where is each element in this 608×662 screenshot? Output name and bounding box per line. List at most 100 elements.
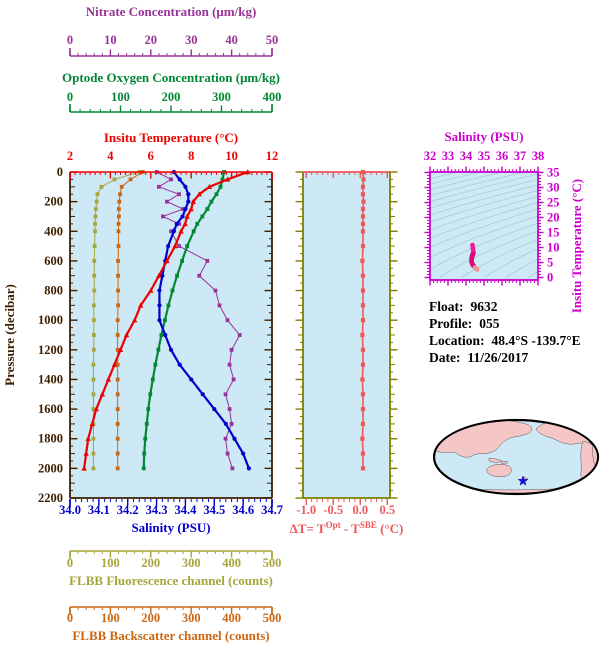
svg-text:Insitu Temperature (°C): Insitu Temperature (°C): [569, 179, 584, 313]
svg-text:1000: 1000: [38, 313, 63, 327]
svg-text:0.5: 0.5: [379, 503, 395, 517]
svg-text:1800: 1800: [38, 432, 63, 446]
fluorescence-series: [91, 170, 142, 471]
svg-text:Salinity (PSU): Salinity (PSU): [444, 129, 523, 144]
svg-text:30: 30: [547, 181, 560, 195]
svg-text:500: 500: [263, 611, 282, 625]
svg-text:Optode Oxygen Concentration (μ: Optode Oxygen Concentration (μm/kg): [62, 70, 280, 85]
svg-text:600: 600: [44, 254, 63, 268]
backscatter-axis: 0 100 200 300 400 500 FLBB Backscatter channel…: [67, 606, 282, 643]
svg-text:300: 300: [212, 90, 231, 104]
svg-text:34: 34: [460, 149, 473, 163]
fluorescence-axis: 0 100 200 300 400 500 FLBB Fluorescence channe…: [67, 550, 282, 588]
svg-text:50: 50: [266, 33, 279, 47]
svg-text:33: 33: [442, 149, 455, 163]
svg-text:20: 20: [547, 211, 560, 225]
svg-text:FLBB Fluorescence channel (cou: FLBB Fluorescence channel (counts): [69, 573, 273, 588]
svg-text:2200: 2200: [38, 491, 63, 505]
svg-text:-0.5: -0.5: [323, 503, 343, 517]
svg-text:100: 100: [101, 611, 120, 625]
main-plot-frame: 0 200 400 600 800 1000 1200 1400 1600 1800 2000 220…: [2, 165, 273, 505]
svg-text:800: 800: [44, 284, 63, 298]
svg-text:32: 32: [424, 149, 437, 163]
temperature-series: [81, 169, 251, 471]
svg-text:10: 10: [104, 33, 117, 47]
svg-text:200: 200: [162, 90, 181, 104]
svg-text:40: 40: [225, 33, 238, 47]
profile-series: [81, 169, 252, 471]
backscatter-series: [115, 170, 145, 471]
svg-text:2000: 2000: [38, 461, 63, 475]
location-label: Location:: [429, 333, 485, 348]
profile-line: Profile: 055: [429, 315, 581, 332]
svg-text:0.0: 0.0: [352, 503, 368, 517]
oxygen-series: [141, 170, 226, 471]
svg-text:ΔT= TOpt - TSBE (°C): ΔT= TOpt - TSBE (°C): [290, 520, 404, 536]
profile-value: 055: [479, 316, 500, 331]
svg-text:37: 37: [514, 149, 527, 163]
svg-text:10: 10: [225, 149, 238, 163]
svg-text:34.5: 34.5: [203, 503, 225, 517]
salinity-axis: 34.0 34.1 34.2 34.3 34.4 34.5 34.6 34.7 Salinity…: [59, 499, 283, 535]
svg-text:400: 400: [44, 224, 63, 238]
svg-text:-1.0: -1.0: [296, 503, 316, 517]
float-value: 9632: [470, 299, 498, 314]
svg-text:400: 400: [222, 556, 241, 570]
svg-text:1400: 1400: [38, 372, 63, 386]
delta-plot-background: [303, 172, 390, 498]
svg-text:34.1: 34.1: [88, 503, 110, 517]
delta-t-series: [360, 169, 366, 471]
svg-text:0: 0: [57, 165, 63, 179]
svg-text:25: 25: [547, 196, 560, 210]
svg-text:1600: 1600: [38, 402, 63, 416]
svg-text:12: 12: [266, 149, 279, 163]
svg-text:2: 2: [67, 149, 73, 163]
svg-text:34.7: 34.7: [261, 503, 283, 517]
float-id-line: Float: 9632: [429, 298, 581, 315]
svg-text:Insitu Temperature (°C): Insitu Temperature (°C): [104, 130, 238, 145]
ts-profile-points: [469, 242, 480, 272]
nitrate-series: [154, 170, 242, 471]
svg-text:35: 35: [478, 149, 491, 163]
svg-text:8: 8: [188, 149, 194, 163]
svg-text:6: 6: [148, 149, 154, 163]
svg-text:4: 4: [107, 149, 114, 163]
float-label: Float:: [429, 299, 464, 314]
date-line: Date: 11/26/2017: [429, 349, 581, 366]
svg-text:0: 0: [67, 611, 73, 625]
date-label: Date:: [429, 350, 461, 365]
profile-label: Profile:: [429, 316, 473, 331]
svg-text:Pressure (decibar): Pressure (decibar): [2, 284, 17, 386]
float-location-star: [517, 475, 529, 486]
location-line: Location: 48.4°S -139.7°E: [429, 332, 581, 349]
svg-text:10: 10: [547, 241, 560, 255]
svg-text:34.0: 34.0: [59, 503, 81, 517]
svg-text:500: 500: [263, 556, 282, 570]
delta-plot-frame: -1.0 -0.5 0.0 0.5 ΔT= TOpt - TSBE (°C): [290, 171, 404, 536]
svg-text:34.2: 34.2: [117, 503, 139, 517]
svg-text:FLBB Backscatter channel (coun: FLBB Backscatter channel (counts): [72, 628, 269, 643]
svg-text:100: 100: [101, 556, 120, 570]
svg-text:38: 38: [532, 149, 545, 163]
svg-text:400: 400: [263, 90, 282, 104]
nitrate-axis: 0 10 20 30 40 50 Nitrate Concentration (μm/kg): [67, 4, 279, 57]
svg-text:0: 0: [67, 556, 73, 570]
date-value: 11/26/2017: [467, 350, 529, 365]
svg-text:300: 300: [182, 556, 201, 570]
svg-text:34.3: 34.3: [146, 503, 168, 517]
svg-text:200: 200: [141, 556, 160, 570]
svg-text:34.6: 34.6: [232, 503, 254, 517]
salinity-series: [157, 169, 252, 471]
svg-text:200: 200: [141, 611, 160, 625]
svg-text:35: 35: [547, 166, 560, 180]
world-map: [432, 418, 600, 496]
svg-text:200: 200: [44, 195, 63, 209]
svg-text:0: 0: [67, 90, 73, 104]
svg-text:300: 300: [182, 611, 201, 625]
svg-text:0: 0: [67, 33, 73, 47]
svg-text:400: 400: [222, 611, 241, 625]
ts-background: [430, 172, 538, 280]
svg-text:30: 30: [185, 33, 198, 47]
